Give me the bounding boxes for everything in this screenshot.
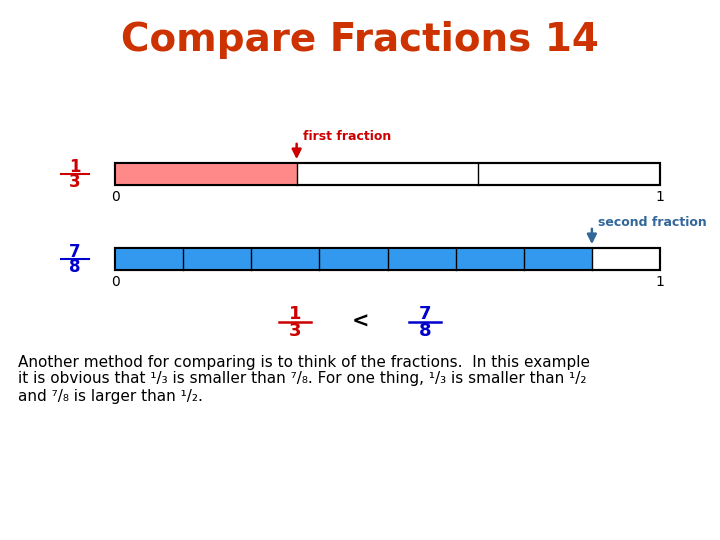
Text: 3: 3 [69, 173, 81, 191]
Bar [115, 248, 660, 270]
Text: second fraction: second fraction [598, 215, 706, 228]
Text: Compare Fractions 14: Compare Fractions 14 [121, 21, 599, 59]
Text: 1: 1 [656, 190, 665, 204]
Bar [115, 163, 297, 185]
Text: 3: 3 [289, 322, 301, 340]
Text: 8: 8 [69, 258, 81, 276]
Bar [115, 163, 660, 185]
Text: and ⁷/₈ is larger than ¹/₂.: and ⁷/₈ is larger than ¹/₂. [18, 388, 203, 403]
Text: 8: 8 [419, 322, 431, 340]
Text: 0: 0 [111, 275, 120, 289]
Text: 1: 1 [69, 158, 81, 176]
Text: <: < [351, 312, 369, 332]
Bar [115, 248, 660, 270]
Text: 7: 7 [419, 305, 431, 323]
Text: 1: 1 [656, 275, 665, 289]
Text: 0: 0 [111, 190, 120, 204]
Bar [115, 163, 660, 185]
Text: Another method for comparing is to think of the fractions.  In this example: Another method for comparing is to think… [18, 354, 590, 369]
Text: first fraction: first fraction [302, 131, 391, 144]
Text: 7: 7 [69, 243, 81, 261]
Text: it is obvious that ¹/₃ is smaller than ⁷/₈. For one thing, ¹/₃ is smaller than ¹: it is obvious that ¹/₃ is smaller than ⁷… [18, 372, 587, 387]
Bar [115, 248, 592, 270]
Text: 1: 1 [289, 305, 301, 323]
